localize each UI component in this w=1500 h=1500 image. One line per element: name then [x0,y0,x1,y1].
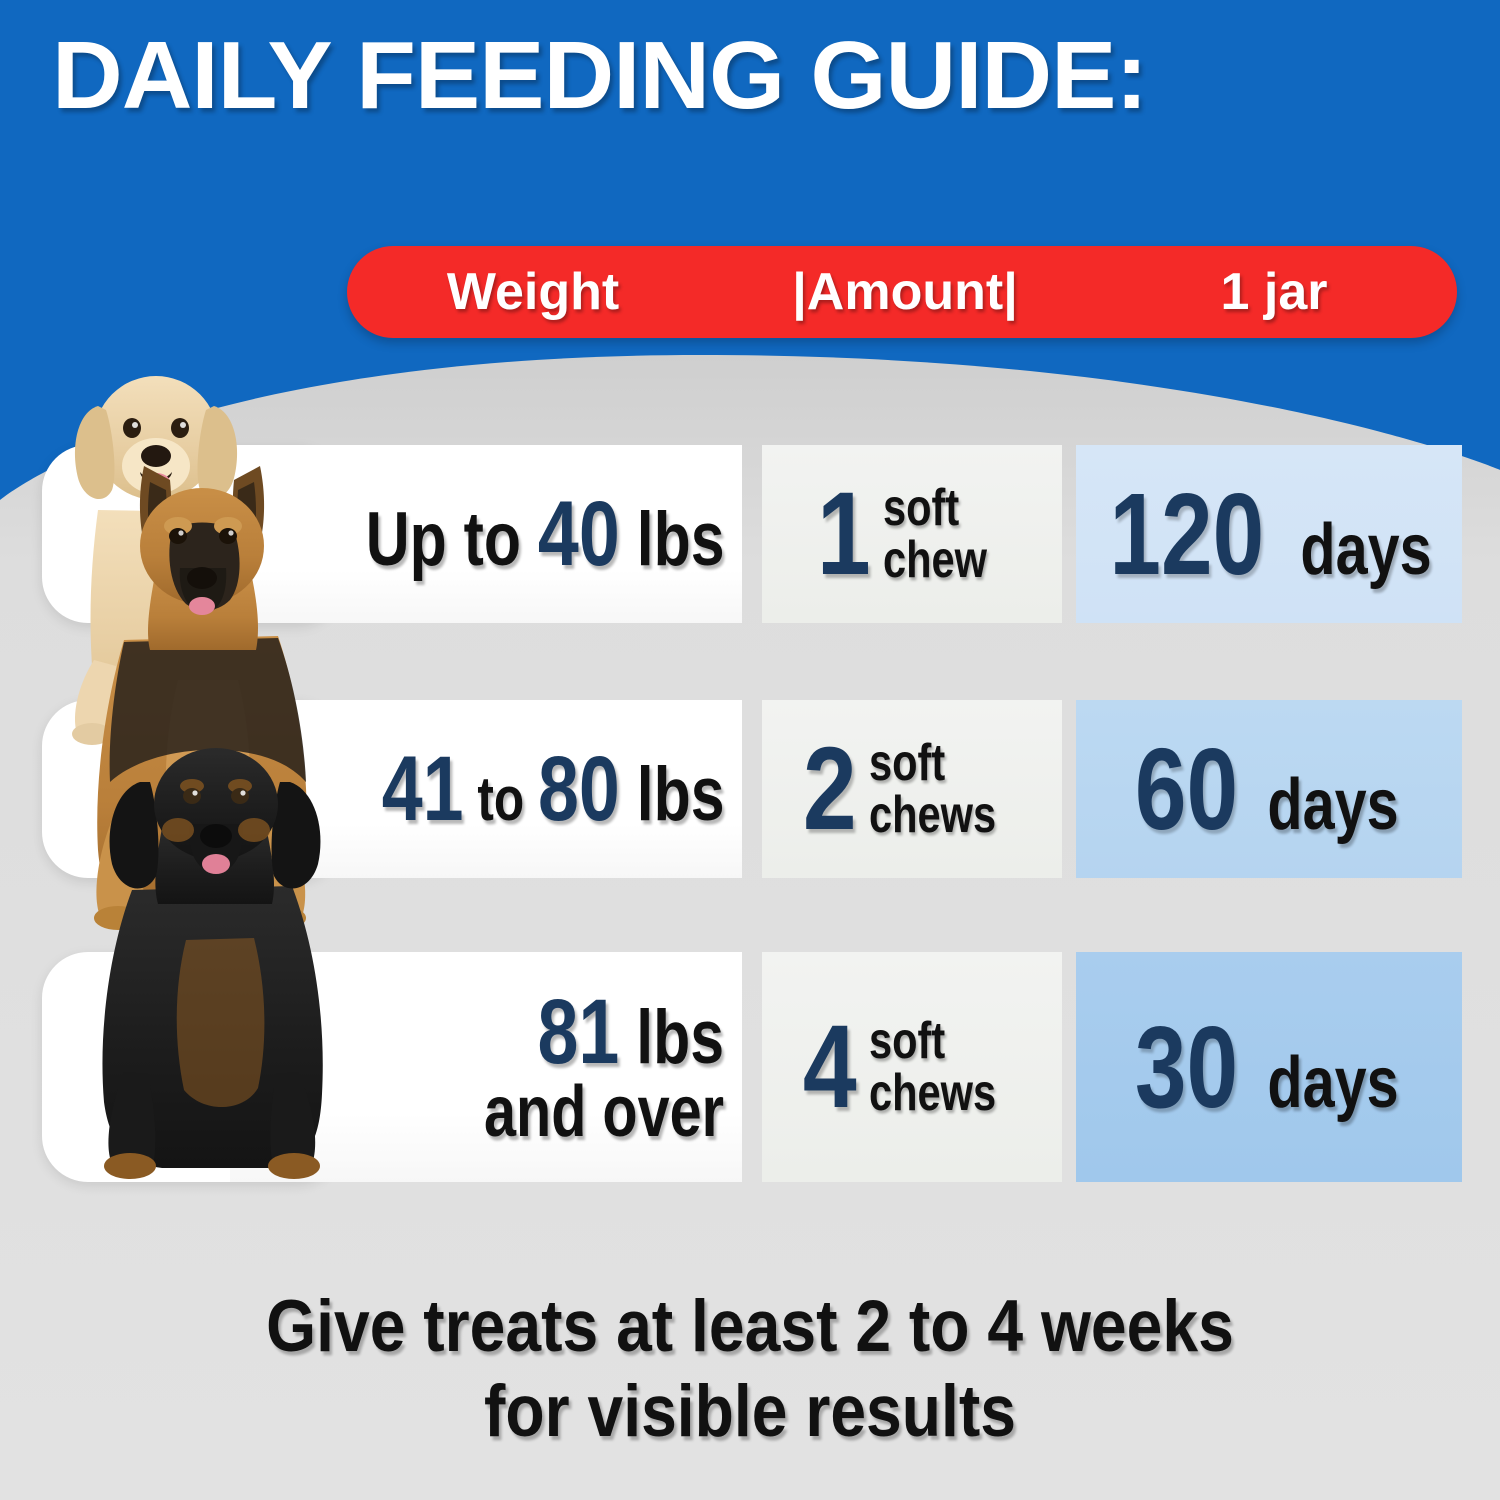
days-word: days [1267,765,1400,845]
weight-number: 81 [537,980,620,1083]
days-word: days [1300,510,1432,590]
table-row: 41 to 80 lbs 2 soft chews 60 days [230,700,1462,878]
amount-word-2: chew [882,531,988,589]
three-dogs-photo [72,376,323,1179]
weight-cell: Up to 40 lbs [230,445,743,623]
days-cell: 120 days [1075,445,1462,623]
amount-word-1: soft [868,734,945,792]
amount-words: soft chew [883,482,987,586]
amount-words: soft chews [869,1015,996,1119]
amount-word-2: chews [868,786,996,844]
table-row: Up to 40 lbs 1 soft chew 120 days [230,445,1462,623]
days-number: 60 [1135,724,1239,854]
amount-cell: 2 soft chews [762,700,1062,878]
amount-word-1: soft [882,479,960,537]
amount-word-2: chews [868,1064,996,1122]
amount-number: 4 [802,1000,857,1133]
header-amount-label: |Amount| [792,263,1018,321]
header-weight-label: Weight [446,263,620,321]
weight-mid: to [463,764,538,834]
weight-number-2: 80 [537,737,620,840]
weight-text: 81 lbs and over [484,986,725,1152]
table-header-pill: Weight |Amount| 1 jar [347,246,1457,338]
page-title: DAILY FEEDING GUIDE: [52,22,1148,129]
weight-text: 41 to 80 lbs [382,743,725,837]
weight-suffix: lbs [619,496,725,582]
weight-number: 40 [537,482,620,585]
amount-word-1: soft [868,1012,945,1070]
weight-suffix: lbs [619,994,725,1080]
footer-line-2: for visible results [484,1370,1016,1452]
days-cell: 60 days [1075,700,1462,878]
amount-words: soft chews [869,737,996,841]
black-and-tan-mixed-breed [102,748,323,1179]
days-word: days [1267,1043,1400,1123]
weight-text: Up to 40 lbs [365,488,725,582]
amount-cell: 4 soft chews [762,952,1062,1182]
days-number: 30 [1135,1002,1239,1132]
header-jar-label: 1 jar [1220,263,1328,321]
weight-suffix: lbs [619,751,725,837]
amount-cell: 1 soft chew [762,445,1062,623]
days-cell: 30 days [1075,952,1462,1182]
table-row: 81 lbs and over 4 soft chews 30 days [230,952,1462,1182]
weight-number: 41 [381,737,464,840]
weight-line-2: and over [484,1071,725,1152]
footer-line-1: Give treats at least 2 to 4 weeks [266,1286,1234,1367]
amount-number: 2 [802,722,857,855]
weight-prefix: Up to [365,496,538,582]
footer-note: Give treats at least 2 to 4 weeks for vi… [90,1285,1410,1454]
days-number: 120 [1109,469,1265,599]
amount-number: 1 [817,467,872,600]
